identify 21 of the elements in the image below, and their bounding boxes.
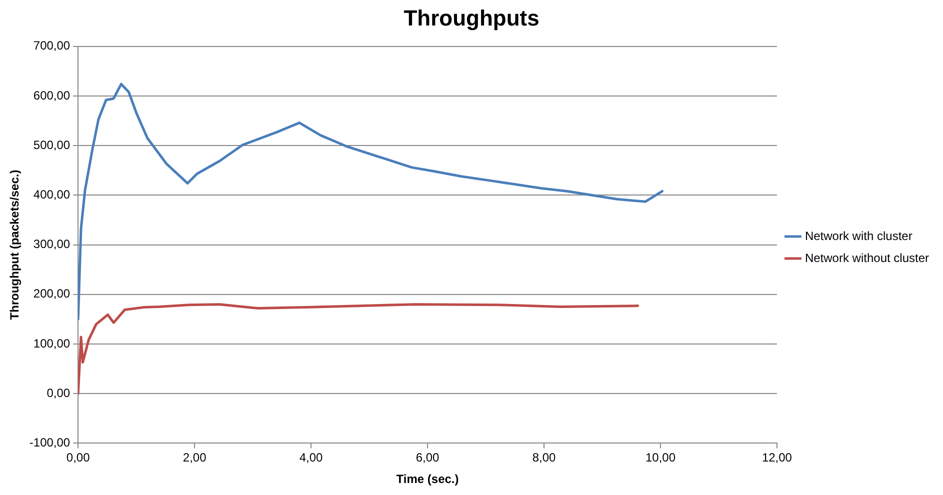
- y-tick-label: 300,00: [33, 237, 70, 252]
- y-tick-label: 100,00: [33, 336, 70, 350]
- y-tick-label: 700,00: [33, 38, 70, 53]
- y-tick-label: 400,00: [33, 188, 70, 202]
- chart-title: Throughputs: [404, 5, 540, 30]
- x-tick-label: 10,00: [645, 450, 676, 465]
- y-tick-label: -100,00: [29, 436, 70, 450]
- y-tick-label: 500,00: [33, 138, 70, 152]
- x-tick-label: 6,00: [416, 450, 440, 465]
- y-axis-title: Throughput (packets/sec.): [8, 170, 22, 320]
- legend-label: Network with cluster: [804, 228, 912, 243]
- x-tick-label: 8,00: [532, 450, 556, 465]
- y-tick-label: 600,00: [33, 88, 70, 102]
- legend-label: Network without cluster: [804, 250, 930, 265]
- y-tick-label: 0,00: [46, 386, 70, 400]
- x-tick-label: 0,00: [66, 450, 90, 465]
- x-axis-title: Time (sec.): [396, 472, 459, 486]
- y-tick-label: 200,00: [33, 286, 70, 301]
- x-tick-label: 4,00: [299, 450, 324, 465]
- x-tick-label: 12,00: [762, 450, 792, 465]
- x-tick-label: 2,00: [182, 450, 207, 465]
